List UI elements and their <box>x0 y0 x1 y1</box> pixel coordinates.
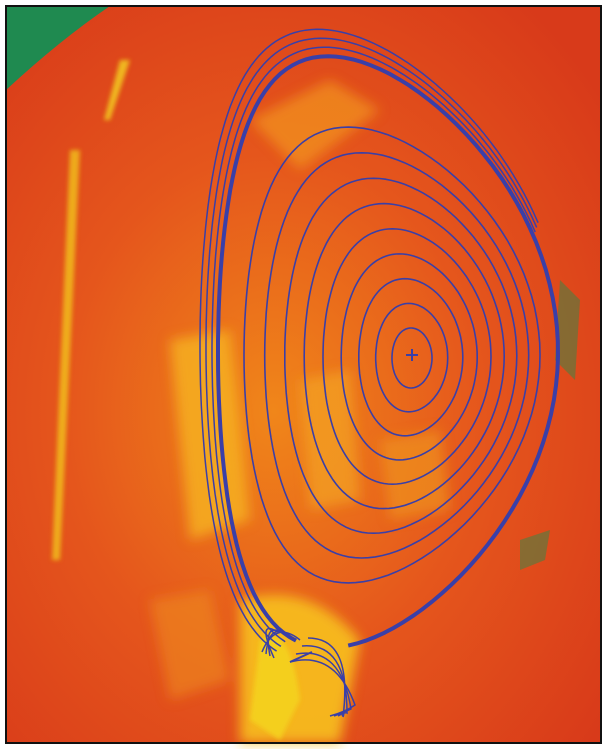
photo <box>0 0 607 749</box>
page: (() => { const g = document.getElementBy… <box>0 0 607 749</box>
